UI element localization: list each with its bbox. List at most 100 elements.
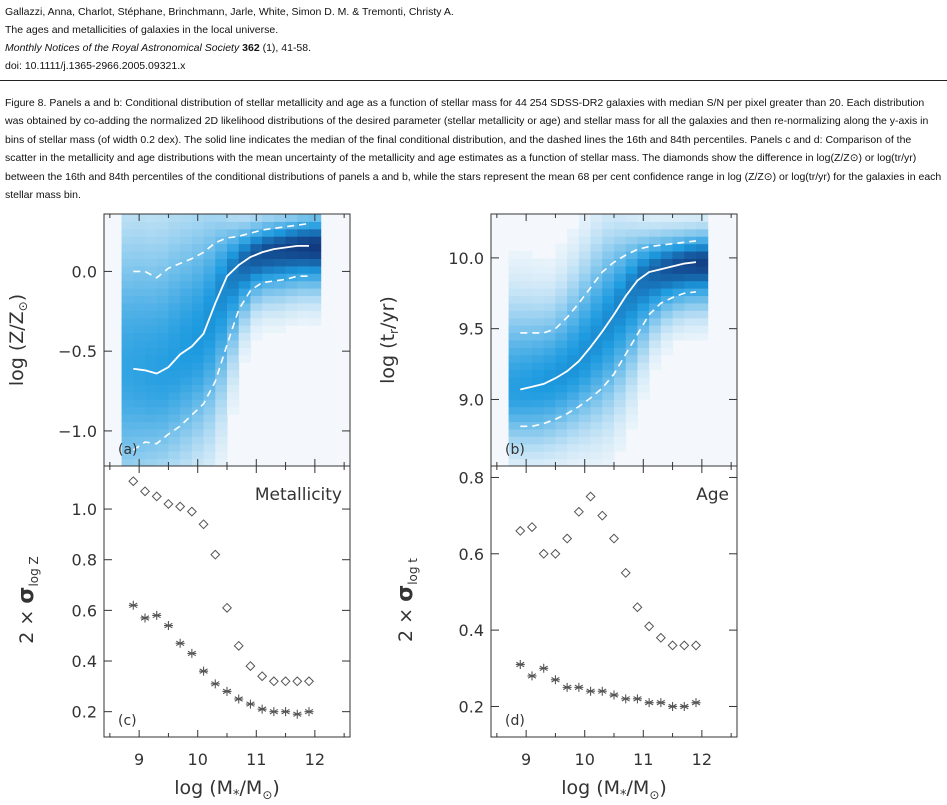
heatmap-cell bbox=[555, 399, 568, 408]
heatmap-cell bbox=[696, 325, 709, 334]
heatmap-cell bbox=[578, 406, 592, 415]
heatmap-cell bbox=[602, 458, 615, 467]
heatmap-cell bbox=[168, 406, 181, 415]
heatmap-cell bbox=[227, 243, 240, 252]
heatmap-cell bbox=[145, 347, 158, 356]
heatmap-cell bbox=[203, 317, 216, 326]
heatmap-cell bbox=[567, 243, 580, 252]
heatmap-cell bbox=[121, 251, 134, 259]
heatmap-cell bbox=[649, 258, 662, 267]
heatmap-cell bbox=[191, 221, 205, 230]
heatmap-cell bbox=[637, 310, 650, 319]
heatmap-cell bbox=[250, 258, 263, 267]
heatmap-cell bbox=[602, 258, 615, 267]
heatmap-cell bbox=[227, 391, 240, 400]
heatmap-cell bbox=[215, 369, 228, 378]
heatmap-cell bbox=[180, 295, 193, 304]
heatmap-cell bbox=[203, 251, 216, 259]
heatmap-cell bbox=[602, 243, 615, 252]
heatmap-cell bbox=[520, 406, 533, 415]
series-stars bbox=[128, 600, 314, 719]
heatmap-cell bbox=[578, 302, 592, 311]
heatmap-cell bbox=[578, 399, 592, 408]
diamond-point bbox=[128, 476, 139, 487]
heatmap-cell bbox=[637, 391, 650, 400]
heatmap-cell bbox=[614, 399, 627, 408]
heatmap-cell bbox=[191, 243, 205, 252]
heatmap-cell bbox=[273, 265, 287, 274]
panel-b: 10.0 9.5 9.0 (b) bbox=[448, 213, 738, 467]
heatmap-cell bbox=[145, 421, 158, 430]
heatmap-cell bbox=[215, 354, 228, 363]
heatmap-cell bbox=[215, 221, 228, 230]
heatmap-cell bbox=[567, 258, 580, 267]
star-point bbox=[234, 694, 244, 704]
heatmap-cell bbox=[180, 421, 193, 430]
heatmap-cell bbox=[180, 236, 193, 245]
heatmap-cell bbox=[532, 406, 545, 415]
heatmap-cell bbox=[203, 258, 216, 267]
heatmap-cell bbox=[543, 332, 556, 341]
heatmap-cell bbox=[309, 221, 322, 230]
heatmap-cell bbox=[273, 317, 287, 326]
heatmap-cell bbox=[625, 243, 638, 252]
citation-doi[interactable]: doi: 10.1111/j.1365-2966.2005.09321.x bbox=[5, 60, 186, 72]
heatmap-cell bbox=[590, 295, 603, 304]
heatmap-cell bbox=[555, 391, 568, 400]
heatmap-cell bbox=[567, 443, 580, 452]
heatmap-cell bbox=[590, 251, 603, 259]
heatmap-cell bbox=[637, 258, 650, 267]
heatmap-cell bbox=[238, 288, 251, 297]
heatmap-cell bbox=[203, 273, 216, 282]
heatmap-cell bbox=[156, 436, 169, 445]
heatmap-cell bbox=[578, 288, 592, 297]
heatmap-cell bbox=[203, 310, 216, 319]
heatmap-cell bbox=[156, 406, 169, 415]
heatmap-cell bbox=[696, 228, 709, 237]
heatmap-cell bbox=[567, 436, 580, 445]
heatmap-cell bbox=[567, 295, 580, 304]
heatmap-cell bbox=[227, 347, 240, 356]
heatmap-cell bbox=[672, 273, 685, 282]
heatmap-cell bbox=[696, 332, 709, 341]
heatmap-cell bbox=[543, 347, 556, 356]
panel-title: Metallicity bbox=[255, 485, 342, 505]
heatmap-cell bbox=[180, 443, 193, 452]
heatmap-cell bbox=[555, 295, 568, 304]
heatmap-cell bbox=[238, 317, 251, 326]
heatmap-cell bbox=[180, 414, 193, 423]
heatmap-cell bbox=[156, 340, 169, 348]
heatmap-cell bbox=[238, 325, 251, 334]
heatmap-cell bbox=[168, 340, 181, 348]
x-tick-label: 12 bbox=[692, 750, 712, 769]
citation: Gallazzi, Anna, Charlot, Stéphane, Brinc… bbox=[5, 3, 454, 75]
heatmap-cell bbox=[250, 295, 263, 304]
heatmap-cell bbox=[532, 317, 545, 326]
heatmap-cell bbox=[297, 295, 310, 304]
diamond-point bbox=[257, 671, 268, 682]
heatmap-cell bbox=[121, 391, 134, 400]
heatmap-cell bbox=[133, 280, 146, 289]
heatmap-cell bbox=[555, 280, 568, 289]
panel-label: (b) bbox=[505, 442, 525, 458]
heatmap-cell bbox=[625, 295, 638, 304]
heatmap-cell bbox=[532, 451, 545, 460]
heatmap-cell bbox=[508, 258, 521, 267]
heatmap-cell bbox=[532, 347, 545, 356]
heatmap-cell bbox=[168, 414, 181, 423]
diamond-point bbox=[186, 506, 197, 517]
heatmap-cell bbox=[520, 443, 533, 452]
heatmap-cell bbox=[168, 347, 181, 356]
heatmap-cell bbox=[145, 228, 158, 237]
y-tick-label: 1.0 bbox=[72, 500, 97, 519]
heatmap-cell bbox=[145, 258, 158, 267]
x-tick-label: 10 bbox=[575, 750, 595, 769]
heatmap-cell bbox=[156, 243, 169, 252]
heatmap-cell bbox=[555, 265, 568, 274]
heatmap-cell bbox=[508, 302, 521, 311]
heatmap-cell bbox=[191, 273, 205, 282]
heatmap-cell bbox=[590, 310, 603, 319]
heatmap-cell bbox=[250, 332, 263, 341]
heatmap-cell bbox=[614, 428, 627, 437]
heatmap-cell bbox=[555, 443, 568, 452]
